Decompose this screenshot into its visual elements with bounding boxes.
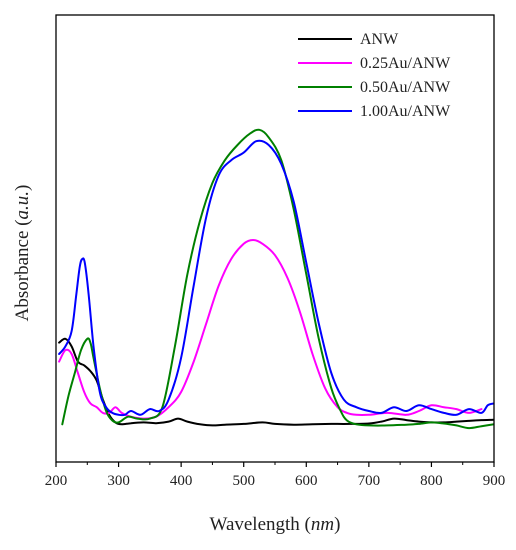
plot-area [58,128,494,430]
x-tick-label-800: 800 [420,473,443,489]
axes: 200 300 400 500 600 700 800 900 [45,14,506,489]
legend-label-3: 0.50Au/ANW [360,79,451,96]
x-tick-label-700: 700 [358,473,381,489]
series-line-4 [58,139,494,417]
series-line-2 [58,239,483,420]
x-tick-label-300: 300 [107,473,130,489]
legend-label-4: 1.00Au/ANW [360,103,451,120]
x-tick-label-600: 600 [295,473,318,489]
x-tick-label-400: 400 [170,473,193,489]
y-axis-title: Absorbance (a.u.) [12,185,33,322]
series-line-1 [58,337,494,427]
x-tick-label-500: 500 [232,473,255,489]
legend-label-1: ANW [360,31,399,48]
legend: ANW 0.25Au/ANW 0.50Au/ANW 1.00Au/ANW [298,31,451,120]
legend-label-2: 0.25Au/ANW [360,55,451,72]
x-axis-title: Wavelength (nm) [210,514,341,535]
x-tick-label-200: 200 [45,473,68,489]
x-tick-label-900: 900 [483,473,506,489]
series-line-3 [61,128,494,430]
